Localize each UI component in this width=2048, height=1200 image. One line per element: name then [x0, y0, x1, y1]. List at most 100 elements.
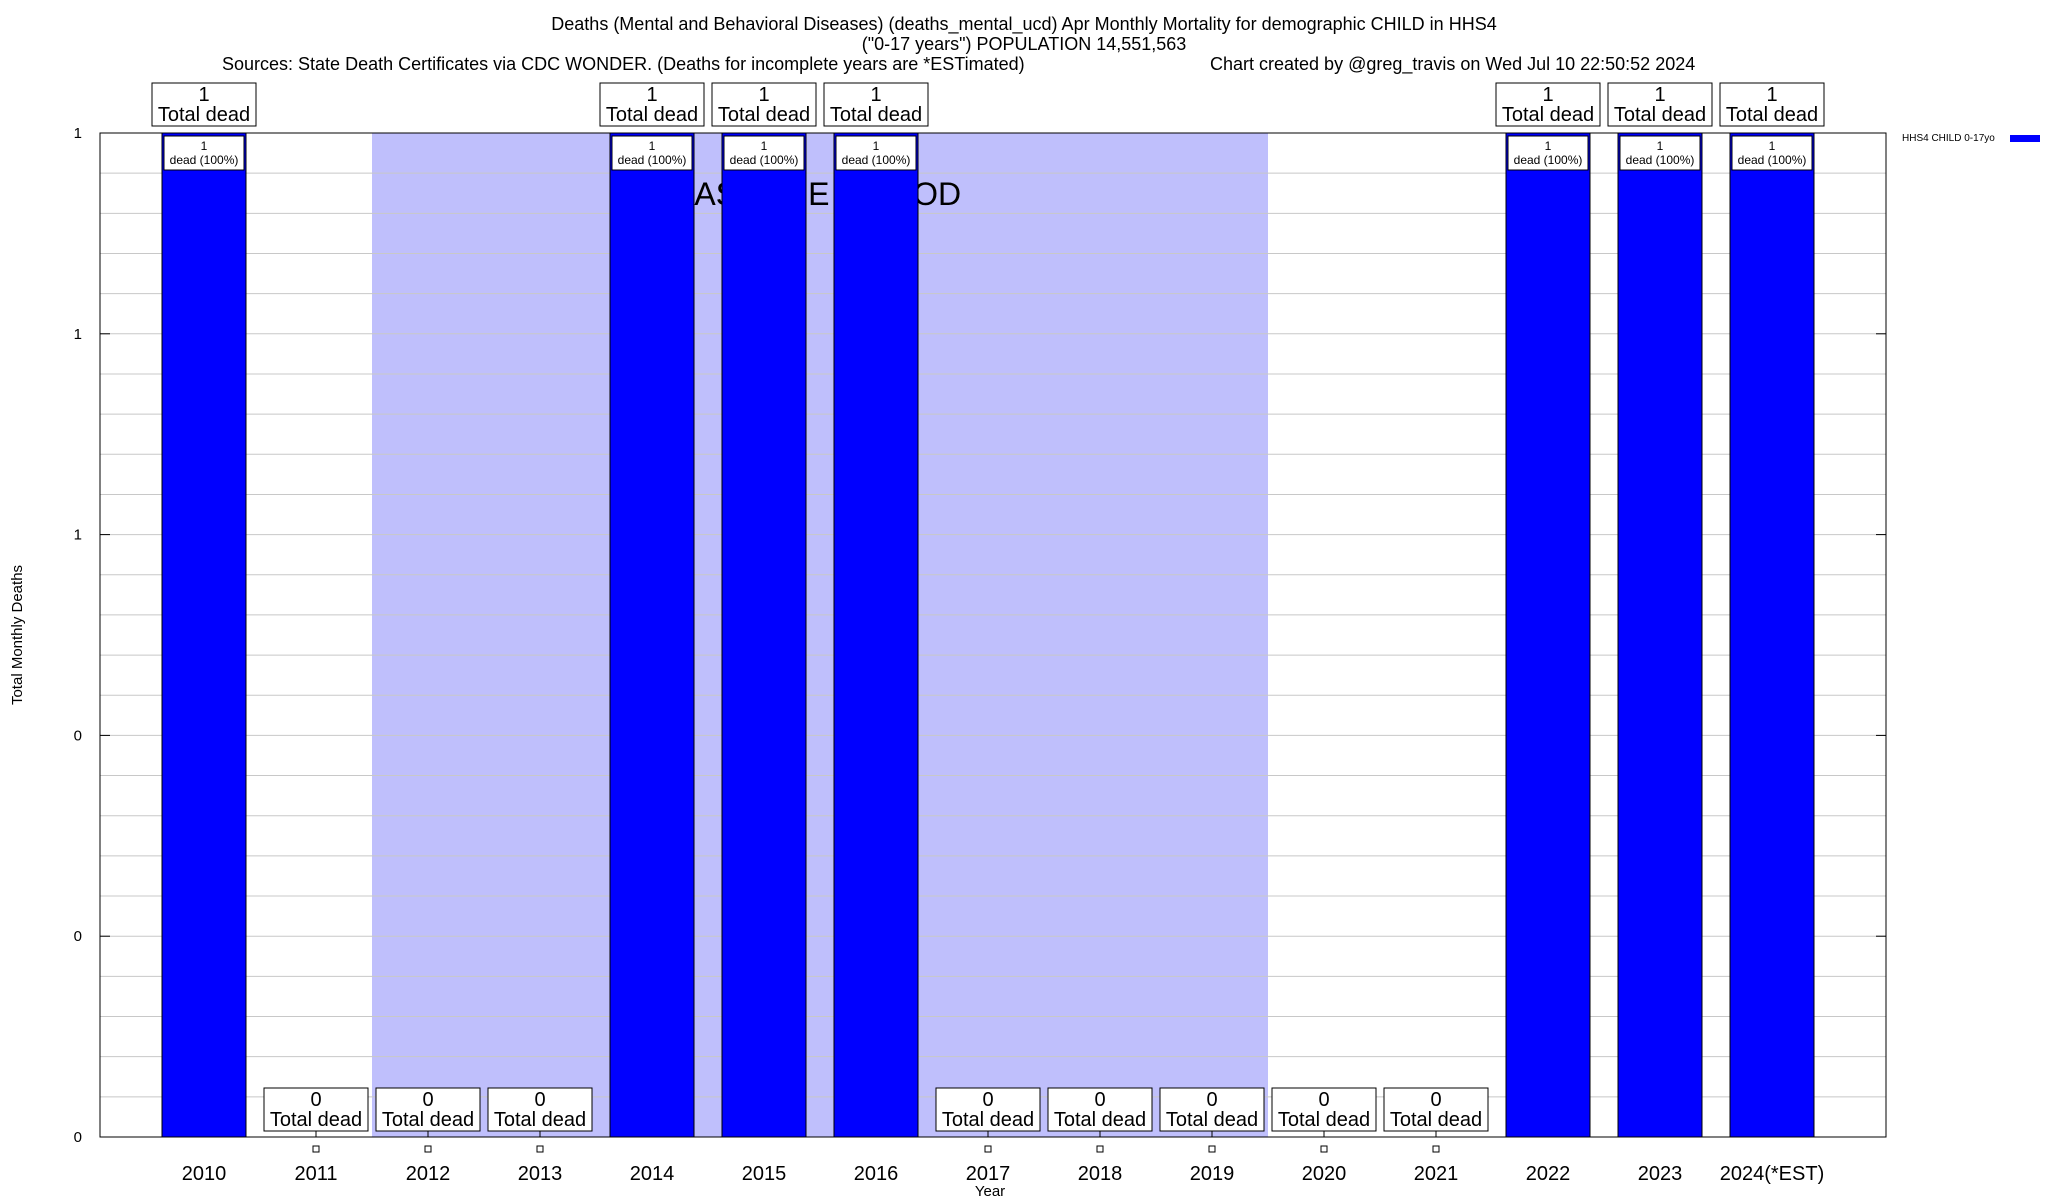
- bar: [833, 132, 919, 1138]
- total-label-text: Total dead: [382, 1109, 474, 1131]
- bar-inner-label-text: dead (100%): [1514, 153, 1583, 167]
- total-label-box: [1047, 1087, 1153, 1132]
- plot-frame: [99, 132, 1887, 1138]
- total-label-text: Total dead: [1614, 104, 1706, 126]
- bar-inner-label-box: [163, 135, 245, 171]
- total-label-value: 1: [758, 84, 769, 106]
- bar-inner-label-text: dead (100%): [1738, 153, 1807, 167]
- x-tick-label: 2011: [294, 1163, 337, 1185]
- x-tick-label: 2014: [630, 1163, 675, 1185]
- x-axis-label: Year: [975, 1183, 1005, 1200]
- total-label-value: 0: [1094, 1089, 1105, 1111]
- total-label-box: [487, 1087, 593, 1132]
- total-label-value: 1: [870, 84, 881, 106]
- baseline-period-band: [372, 133, 1268, 1137]
- bar-inner-label-value: 1: [1545, 139, 1552, 153]
- bar-inner-label-text: dead (100%): [842, 153, 911, 167]
- x-tick-label: 2013: [518, 1163, 563, 1185]
- bar-inner-label-value: 1: [873, 139, 880, 153]
- zero-point-marker: [536, 1145, 544, 1153]
- legend-series-label: HHS4 CHILD 0-17yo: [1902, 133, 1995, 144]
- bar-inner-label-box: [1619, 135, 1701, 171]
- total-label-text: Total dead: [1278, 1109, 1370, 1131]
- x-tick-label: 2019: [1190, 1163, 1235, 1185]
- bar-inner-label-box: [1507, 135, 1589, 171]
- zero-point-marker: [984, 1145, 992, 1153]
- bar-inner-label-text: dead (100%): [618, 153, 687, 167]
- total-label-box: [1495, 82, 1601, 127]
- bar-inner-label-value: 1: [761, 139, 768, 153]
- bar: [1505, 132, 1591, 1138]
- chart-sources-note: Sources: State Death Certificates via CD…: [222, 54, 1025, 74]
- zero-point-marker: [1432, 1145, 1440, 1153]
- total-label-box: [1607, 82, 1713, 127]
- legend-series-swatch: [2010, 135, 2040, 142]
- total-label-text: Total dead: [270, 1109, 362, 1131]
- total-label-text: Total dead: [494, 1109, 586, 1131]
- total-label-text: Total dead: [830, 104, 922, 126]
- bar-inner-label-value: 1: [201, 139, 208, 153]
- total-label-box: [935, 1087, 1041, 1132]
- total-label-value: 0: [1430, 1089, 1441, 1111]
- total-label-box: [263, 1087, 369, 1132]
- total-label-value: 0: [982, 1089, 993, 1111]
- total-label-box: [823, 82, 929, 127]
- zero-point-marker: [312, 1145, 320, 1153]
- y-tick-label: 0: [74, 727, 82, 744]
- x-tick-label: 2024(*EST): [1720, 1163, 1825, 1185]
- total-label-value: 0: [1318, 1089, 1329, 1111]
- x-tick-label: 2010: [182, 1163, 227, 1185]
- total-label-text: Total dead: [718, 104, 810, 126]
- total-label-text: Total dead: [1054, 1109, 1146, 1131]
- total-label-value: 0: [1206, 1089, 1217, 1111]
- zero-point-marker: [1320, 1145, 1328, 1153]
- total-label-value: 1: [1766, 84, 1777, 106]
- total-label-box: [1271, 1087, 1377, 1132]
- bar: [721, 132, 807, 1138]
- bar: [161, 132, 247, 1138]
- bar: [1617, 132, 1703, 1138]
- bar-inner-label-value: 1: [649, 139, 656, 153]
- bar-inner-label-box: [723, 135, 805, 171]
- x-tick-label: 2020: [1302, 1163, 1347, 1185]
- total-label-value: 1: [198, 84, 209, 106]
- bar-inner-label-text: dead (100%): [730, 153, 799, 167]
- total-label-text: Total dead: [1390, 1109, 1482, 1131]
- total-label-text: Total dead: [1726, 104, 1818, 126]
- bar: [609, 132, 695, 1138]
- x-tick-label: 2021: [1414, 1163, 1459, 1185]
- bar-inner-label-box: [1731, 135, 1813, 171]
- y-tick-label: 1: [74, 125, 82, 142]
- total-label-text: Total dead: [942, 1109, 1034, 1131]
- total-label-text: Total dead: [606, 104, 698, 126]
- x-tick-label: 2023: [1638, 1163, 1683, 1185]
- y-axis-label: Total Monthly Deaths: [9, 565, 26, 705]
- y-tick-label: 1: [74, 326, 82, 343]
- y-tick-label: 0: [74, 928, 82, 945]
- x-tick-label: 2016: [854, 1163, 899, 1185]
- x-tick-label: 2022: [1526, 1163, 1571, 1185]
- total-label-box: [1719, 82, 1825, 127]
- total-label-value: 1: [646, 84, 657, 106]
- y-tick-label: 1: [74, 527, 82, 544]
- bar-inner-label-box: [835, 135, 917, 171]
- zero-point-marker: [424, 1145, 432, 1153]
- total-label-box: [1383, 1087, 1489, 1132]
- x-tick-label: 2012: [406, 1163, 451, 1185]
- bar-inner-label-value: 1: [1769, 139, 1776, 153]
- total-label-text: Total dead: [1166, 1109, 1258, 1131]
- total-label-text: Total dead: [1502, 104, 1594, 126]
- x-tick-label: 2015: [742, 1163, 787, 1185]
- x-tick-label: 2017: [966, 1163, 1011, 1185]
- bar-inner-label-text: dead (100%): [1626, 153, 1695, 167]
- total-label-value: 0: [422, 1089, 433, 1111]
- total-label-text: Total dead: [158, 104, 250, 126]
- chart-credit-note: Chart created by @greg_travis on Wed Jul…: [1210, 54, 1696, 74]
- bar-inner-label-text: dead (100%): [170, 153, 239, 167]
- x-tick-label: 2018: [1078, 1163, 1123, 1185]
- bar: [1729, 132, 1815, 1138]
- chart-title: Deaths (Mental and Behavioral Diseases) …: [551, 14, 1497, 34]
- bar-inner-label-box: [611, 135, 693, 171]
- total-label-value: 0: [310, 1089, 321, 1111]
- zero-point-marker: [1096, 1145, 1104, 1153]
